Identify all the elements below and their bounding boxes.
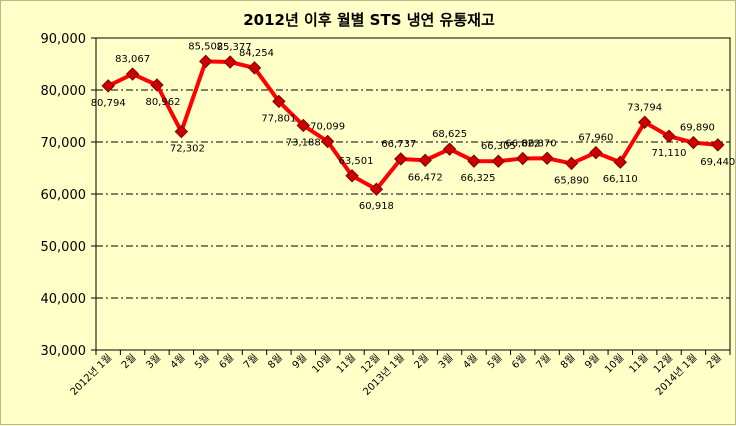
- x-tick-label: 3월: [436, 352, 455, 371]
- x-tick-label: 2월: [412, 352, 431, 371]
- y-tick-label: 40,000: [41, 292, 87, 307]
- data-point: [540, 151, 554, 165]
- data-point: [125, 67, 140, 81]
- data-label: 77,801: [261, 113, 296, 124]
- y-tick-label: 30,000: [41, 344, 87, 359]
- data-label: 73,794: [627, 102, 662, 113]
- data-label: 67,960: [578, 133, 613, 144]
- data-label: 66,870: [522, 138, 557, 149]
- data-label: 80,794: [91, 98, 126, 109]
- data-label: 66,325: [460, 173, 495, 184]
- data-label: 69,890: [680, 123, 715, 134]
- y-tick-label: 50,000: [41, 240, 87, 255]
- x-tick-label: 4월: [168, 352, 187, 371]
- y-tick-label: 70,000: [41, 136, 87, 151]
- data-point: [589, 145, 603, 160]
- x-tick-label: 3월: [144, 352, 163, 371]
- data-point: [418, 153, 432, 168]
- x-tick-label: 6월: [217, 352, 236, 371]
- data-point: [564, 156, 579, 171]
- x-tick-label: 11월: [627, 352, 651, 376]
- data-label: 83,067: [115, 54, 150, 65]
- x-tick-label: 11월: [334, 352, 358, 376]
- data-point: [101, 79, 115, 93]
- data-point: [296, 118, 310, 133]
- data-point: [442, 142, 457, 156]
- data-point: [711, 138, 725, 152]
- data-point: [686, 135, 701, 150]
- data-label: 63,501: [339, 156, 374, 167]
- data-label: 66,305: [481, 141, 516, 152]
- data-point: [247, 61, 262, 75]
- data-point: [369, 182, 384, 196]
- data-label: 60,918: [359, 201, 394, 212]
- data-point: [637, 115, 652, 129]
- data-label: 84,254: [239, 48, 274, 59]
- data-label: 66,472: [408, 172, 443, 183]
- data-label: 66,110: [603, 174, 638, 185]
- data-point: [467, 154, 481, 168]
- data-point: [516, 151, 530, 166]
- y-tick-label: 60,000: [41, 188, 87, 203]
- x-tick-label: 9월: [583, 352, 602, 371]
- x-tick-label: 9월: [290, 352, 309, 371]
- data-point: [199, 54, 213, 69]
- data-label: 68,625: [432, 129, 467, 140]
- data-point: [613, 155, 627, 169]
- data-point: [662, 129, 676, 143]
- data-label: 66,737: [381, 139, 416, 150]
- data-point: [150, 78, 164, 92]
- x-tick-label: 7월: [241, 352, 260, 371]
- x-tick-label: 2월: [704, 352, 723, 371]
- x-tick-label: 4월: [461, 352, 480, 371]
- x-tick-label: 5월: [192, 352, 211, 371]
- y-tick-label: 90,000: [41, 32, 87, 47]
- data-label: 85,502: [188, 41, 223, 52]
- data-point: [345, 169, 359, 183]
- data-point: [223, 55, 237, 69]
- data-label: 65,890: [554, 175, 589, 186]
- y-tick-label: 80,000: [41, 84, 87, 99]
- data-point: [174, 124, 189, 139]
- chart-title: 2012년 이후 월별 STS 냉연 유통재고: [243, 11, 495, 29]
- x-tick-label: 5월: [485, 352, 504, 371]
- data-label: 80,962: [145, 97, 180, 108]
- x-tick-label: 10월: [602, 352, 626, 376]
- x-tick-label: 7월: [534, 352, 553, 371]
- data-point: [491, 154, 506, 168]
- data-label: 71,110: [652, 148, 687, 159]
- x-tick-label: 6월: [509, 352, 528, 371]
- data-label: 70,099: [310, 121, 345, 132]
- x-tick-label: 2월: [119, 352, 138, 371]
- data-label: 85,377: [217, 42, 252, 53]
- data-point: [394, 152, 408, 166]
- data-label: 69,440: [700, 157, 735, 168]
- x-tick-label: 8월: [266, 352, 285, 371]
- x-tick-label: 8월: [558, 352, 577, 371]
- data-label: 66,822: [505, 139, 540, 150]
- data-label: 73,188: [286, 137, 321, 148]
- data-label: 72,302: [170, 144, 205, 155]
- data-point: [272, 94, 286, 109]
- data-point: [320, 134, 335, 149]
- x-tick-label: 10월: [310, 352, 334, 376]
